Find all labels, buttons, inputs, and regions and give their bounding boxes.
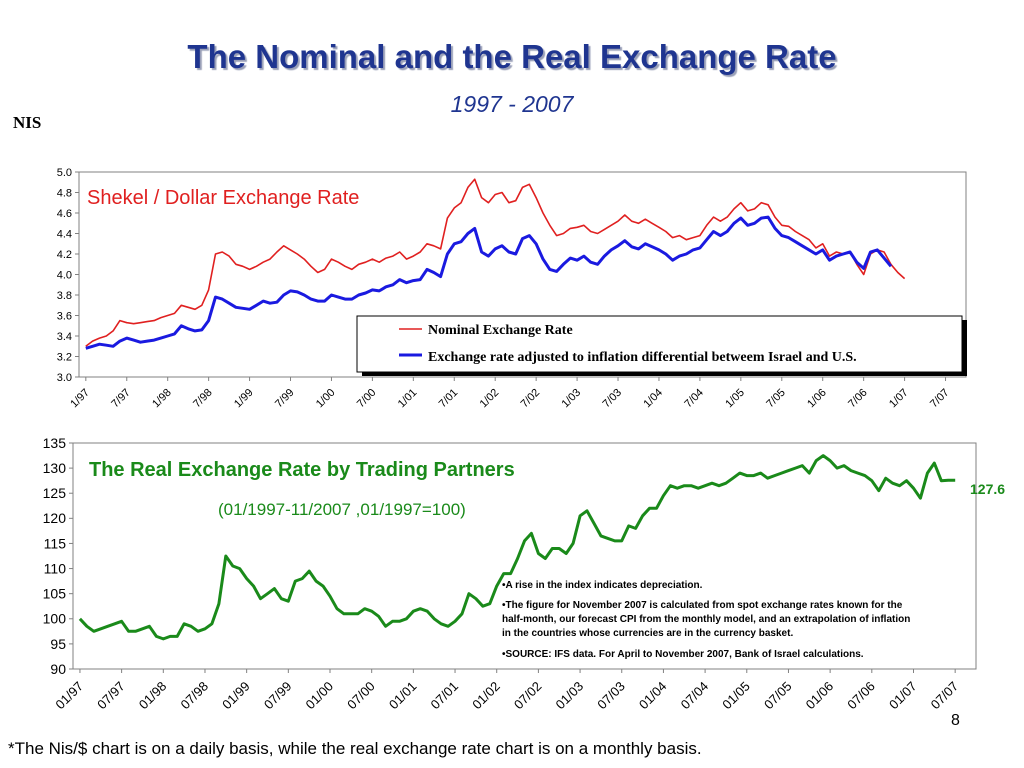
x-tick-label: 01/97	[52, 679, 86, 713]
x-tick-label: 7/97	[109, 387, 133, 411]
y-tick-label: 3.0	[57, 372, 72, 384]
x-tick-label: 1/05	[723, 387, 747, 411]
y-tick-label: 135	[43, 435, 67, 451]
x-tick-label: 07/07	[928, 679, 962, 713]
x-tick-label: 7/00	[355, 387, 379, 411]
x-tick-label: 07/06	[844, 679, 878, 713]
y-tick-label: 4.2	[57, 249, 72, 261]
note-line: •A rise in the index indicates depreciat…	[502, 580, 703, 591]
page-number: 8	[951, 712, 960, 729]
x-tick-label: 07/01	[428, 679, 462, 713]
x-tick-label: 1/04	[641, 387, 665, 411]
note-line: •The figure for November 2007 is calcula…	[502, 600, 903, 611]
x-tick-label: 1/98	[150, 387, 174, 411]
real-chart-subtitle: (01/1997-11/2007 ,01/1997=100)	[218, 500, 466, 519]
x-tick-label: 7/06	[846, 387, 870, 411]
x-tick-label: 1/07	[887, 387, 911, 411]
y-tick-label: 4.0	[57, 269, 72, 281]
y-tick-label: 105	[43, 586, 67, 602]
y-tick-label: 3.8	[57, 290, 72, 302]
real-x-axis: 01/97 07/97 01/98 07/98 01/99 07/99 01/00 07/00…	[52, 669, 961, 712]
y-tick-label: 5.0	[57, 167, 72, 179]
slide-title: The Nominal and the Real Exchange Rate	[187, 38, 837, 75]
x-tick-label: 07/05	[761, 679, 795, 713]
x-tick-label: 1/01	[396, 387, 420, 411]
nominal-series	[85, 178, 906, 350]
y-tick-label: 110	[44, 560, 67, 576]
y-tick-label: 3.2	[57, 351, 72, 363]
y-tick-label: 90	[50, 661, 66, 677]
y-tick-label: 115	[44, 535, 67, 551]
y-tick-label: 120	[43, 510, 67, 526]
x-tick-label: 01/06	[803, 679, 837, 713]
x-tick-label: 07/02	[511, 679, 545, 713]
nominal-chart: 3.0 3.2 3.4 3.6 3.8 4.0 4.2 4.4 4.6 4.8 5.0 1/97 7/…	[57, 167, 967, 410]
footnote: *The Nis/$ chart is on a daily basis, wh…	[8, 739, 702, 758]
real-plot-frame	[72, 442, 977, 670]
notes-block: •A rise in the index indicates depreciat…	[502, 580, 910, 660]
legend-label-nominal: Nominal Exchange Rate	[428, 323, 573, 338]
x-tick-label: 7/05	[764, 387, 788, 411]
y-tick-label: 4.6	[57, 208, 72, 220]
note-line: in the countries whose currencies are in…	[502, 628, 793, 639]
end-value-label: 127.6	[970, 481, 1005, 497]
x-tick-label: 1/99	[232, 387, 256, 411]
x-tick-label: 7/99	[273, 387, 297, 411]
x-tick-label: 1/03	[560, 387, 584, 411]
real-series	[78, 454, 956, 641]
x-tick-label: 07/99	[261, 679, 295, 713]
x-tick-label: 01/05	[719, 679, 753, 713]
x-tick-label: 07/00	[344, 679, 378, 713]
note-line: •SOURCE: IFS data. For April to November…	[502, 649, 864, 660]
x-tick-label: 1/00	[314, 387, 338, 411]
x-tick-label: 01/99	[219, 679, 253, 713]
x-tick-label: 01/01	[386, 679, 420, 713]
x-tick-label: 7/98	[191, 387, 215, 411]
x-tick-label: 7/04	[682, 387, 706, 411]
y-tick-label: 100	[43, 611, 67, 627]
x-tick-label: 07/04	[678, 679, 712, 713]
nominal-chart-title: Shekel / Dollar Exchange Rate	[87, 187, 359, 209]
y-tick-label: 3.4	[57, 331, 72, 343]
y-tick-label: 125	[43, 485, 67, 501]
nominal-x-axis: 1/97 7/97 1/98 7/98 1/99 7/99 1/00 7/00 1/01 7/01…	[68, 377, 952, 411]
x-tick-label: 7/02	[519, 387, 543, 411]
unit-label: NIS	[13, 113, 42, 132]
x-tick-label: 01/98	[136, 679, 170, 713]
x-tick-label: 1/02	[478, 387, 502, 411]
y-tick-label: 4.8	[57, 187, 72, 199]
nominal-legend: Nominal Exchange Rate Exchange rate adju…	[356, 315, 967, 376]
y-tick-label: 3.6	[57, 310, 72, 322]
y-tick-label: 4.4	[57, 228, 72, 240]
nominal-y-axis: 3.0 3.2 3.4 3.6 3.8 4.0 4.2 4.4 4.6 4.8 5.0	[57, 167, 79, 384]
x-tick-label: 7/07	[928, 387, 952, 411]
x-tick-label: 7/01	[437, 387, 461, 411]
x-tick-label: 07/03	[594, 679, 628, 713]
real-chart-title: The Real Exchange Rate by Trading Partne…	[89, 459, 515, 481]
legend-label-adjusted: Exchange rate adjusted to inflation diff…	[428, 350, 857, 365]
x-tick-label: 01/02	[469, 679, 503, 713]
x-tick-label: 07/97	[94, 679, 128, 713]
legend-box	[356, 315, 963, 373]
x-tick-label: 07/98	[177, 679, 211, 713]
x-tick-label: 1/06	[805, 387, 829, 411]
x-tick-label: 01/04	[636, 679, 670, 713]
series-line-1	[85, 215, 893, 350]
series-line-0	[85, 178, 906, 347]
note-line: half-month, our forecast CPI from the mo…	[502, 614, 910, 625]
y-tick-label: 95	[50, 636, 66, 652]
x-tick-label: 1/97	[68, 387, 92, 411]
y-tick-label: 130	[43, 460, 67, 476]
x-tick-label: 7/03	[601, 387, 625, 411]
x-tick-label: 01/07	[886, 679, 920, 713]
x-tick-label: 01/00	[303, 679, 337, 713]
x-tick-label: 01/03	[553, 679, 587, 713]
real-y-axis: 90 95 100 105 110 115 120 125 130 135	[43, 435, 73, 677]
series-line-0	[78, 454, 956, 641]
slide-subtitle: 1997 - 2007	[450, 91, 574, 117]
